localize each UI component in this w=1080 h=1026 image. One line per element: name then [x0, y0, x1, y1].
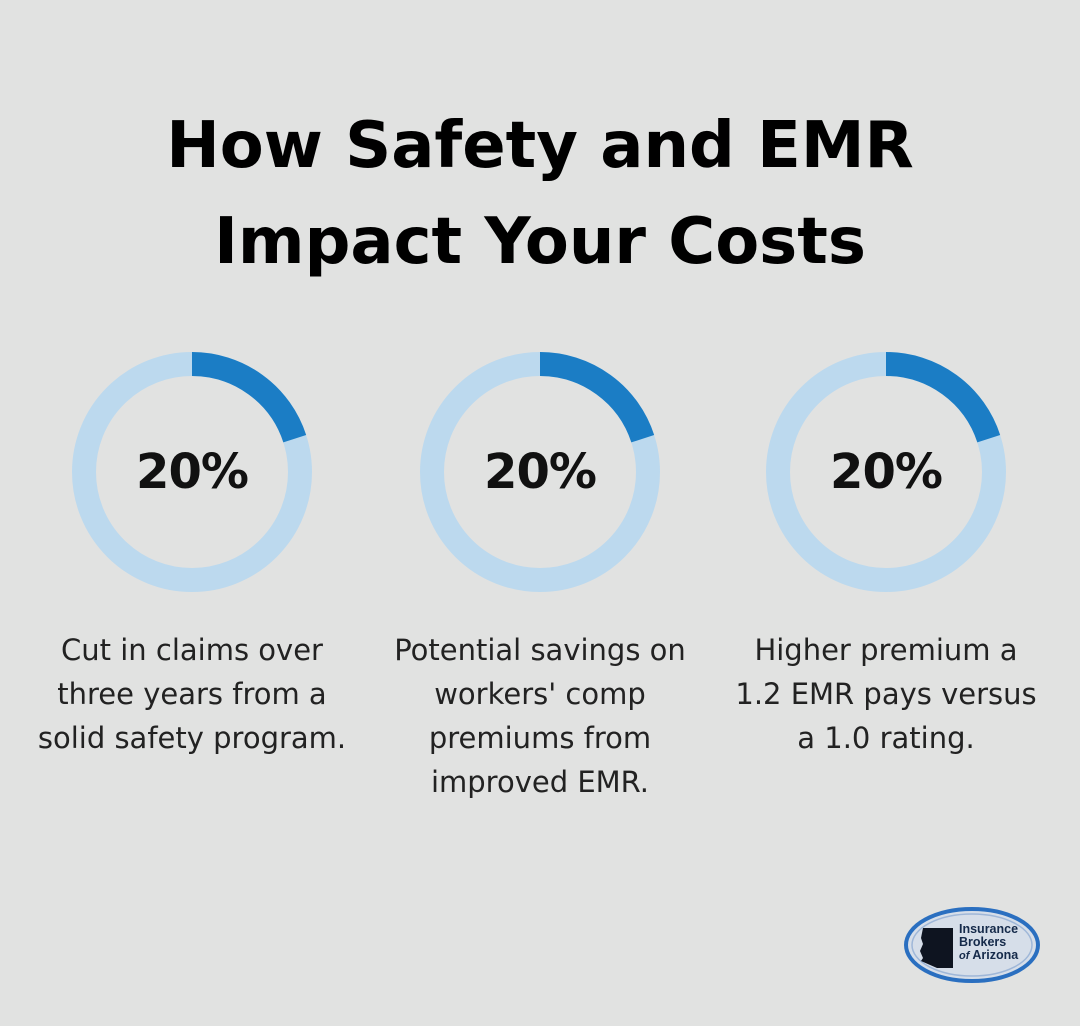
donut-fill: [420, 352, 660, 592]
logo-line-1: Insurance: [959, 922, 1019, 936]
logo-line-3: of Arizona: [959, 949, 1018, 963]
description-line: Higher premium a: [754, 633, 1018, 667]
stat-description: Cut in claims over three years from a so…: [22, 628, 362, 760]
description-line: solid safety program.: [37, 721, 347, 755]
description-line: 1.2 EMR pays versus: [735, 677, 1037, 711]
title-line-2: Impact Your Costs: [214, 205, 866, 279]
logo-line-3-name: Arizona: [972, 948, 1019, 962]
donut-fill: [72, 352, 312, 592]
stat-value: 20%: [136, 444, 249, 500]
donut-svg: [72, 352, 312, 592]
description-line: three years from a: [57, 677, 327, 711]
title-line-1: How Safety and EMR: [166, 109, 914, 183]
description-line: workers' comp: [434, 677, 646, 711]
donut-fill: [766, 352, 1006, 592]
stat-description: Higher premium a 1.2 EMR pays versus a 1…: [716, 628, 1056, 760]
donut-svg: [766, 352, 1006, 592]
arizona-map-icon: [920, 928, 953, 968]
description-line: premiums from: [428, 721, 652, 755]
description-line: Potential savings on: [394, 633, 686, 667]
donut-chart: 20%: [420, 352, 660, 592]
stat-value: 20%: [484, 444, 597, 500]
donut-chart: 20%: [72, 352, 312, 592]
stat-description: Potential savings on workers' comp premi…: [370, 628, 710, 804]
logo-line-2: Brokers: [959, 935, 1007, 949]
stat-value: 20%: [830, 444, 943, 500]
logo-text: Insurance Brokers of Arizona: [959, 923, 1018, 963]
logo-line-3-prefix: of: [959, 950, 970, 962]
logo-badge: [904, 907, 1040, 983]
donut-svg: [420, 352, 660, 592]
description-line: Cut in claims over: [61, 633, 323, 667]
description-line: a 1.0 rating.: [797, 721, 975, 755]
donut-chart: 20%: [766, 352, 1006, 592]
description-line: improved EMR.: [430, 765, 650, 799]
company-logo: Insurance Brokers of Arizona: [903, 906, 1041, 984]
page-title: How Safety and EMR Impact Your Costs: [0, 98, 1080, 290]
